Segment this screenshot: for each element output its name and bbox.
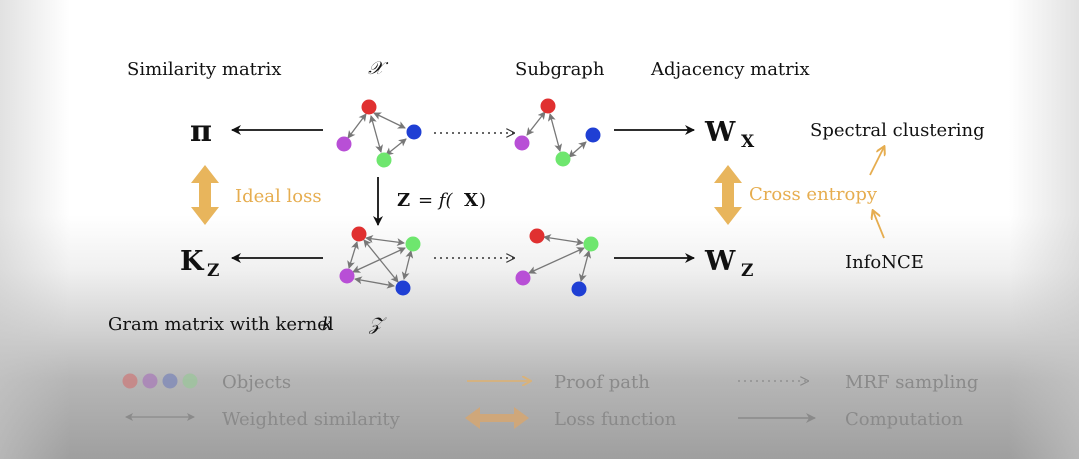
k-z-symbol: K Z — [180, 246, 219, 281]
node-red — [361, 99, 377, 115]
gram-matrix-label: Gram matrix with kernel — [108, 314, 334, 335]
w-x-sub: X — [741, 132, 755, 152]
legend: Objects Weighted similarity Proof path L… — [122, 372, 978, 430]
node-green — [583, 236, 599, 252]
legend-proof-path: Proof path — [554, 372, 650, 393]
subgraph-label: Subgraph — [515, 59, 605, 80]
cross-entropy-double-arrow — [714, 165, 742, 225]
node-green — [376, 152, 392, 168]
z-eq-rest: = f( — [418, 190, 453, 211]
node-purple — [515, 270, 531, 286]
z-space-label: 𝒵 — [368, 314, 387, 335]
adjacency-matrix-label: Adjacency matrix — [650, 59, 810, 80]
right-vignette — [1009, 0, 1079, 459]
node-green — [405, 236, 421, 252]
proof-path-arrow-up — [869, 147, 884, 176]
similarity-matrix-label: Similarity matrix — [127, 59, 281, 80]
x-space-label: 𝒳 — [368, 58, 389, 79]
legend-dot-green — [182, 373, 198, 389]
legend-objects: Objects — [222, 372, 291, 393]
node-purple — [336, 136, 352, 152]
proof-path-arrow-infonce — [873, 211, 885, 239]
z-eq-main: Z — [397, 190, 410, 211]
z-eq-x: X — [464, 190, 478, 211]
left-vignette — [0, 0, 70, 459]
kernel-k-label: k — [322, 314, 333, 335]
k-z-main: K — [180, 246, 205, 277]
node-purple — [514, 135, 530, 151]
node-red — [529, 228, 545, 244]
node-blue — [571, 281, 587, 297]
legend-dot-red — [122, 373, 138, 389]
k-z-sub: Z — [207, 261, 219, 281]
subgraph-z — [515, 228, 599, 297]
w-x-main: W — [704, 117, 736, 148]
legend-dot-blue — [162, 373, 178, 389]
w-x-symbol: W X — [704, 117, 755, 152]
pi-symbol: π — [190, 114, 212, 149]
z-eq-close: ) — [479, 190, 486, 211]
legend-loss-function: Loss function — [554, 409, 677, 430]
node-green — [555, 151, 571, 167]
ideal-loss-label: Ideal loss — [235, 186, 322, 207]
node-blue — [585, 127, 601, 143]
node-blue — [406, 124, 422, 140]
w-z-sub: Z — [741, 261, 753, 281]
subgraph-x — [514, 98, 601, 167]
spectral-clustering-label: Spectral clustering — [810, 120, 985, 141]
infonce-label: InfoNCE — [845, 252, 924, 273]
w-z-symbol: W Z — [704, 246, 753, 281]
ideal-loss-double-arrow — [191, 165, 219, 225]
encoder-equation: Z = f( X ) — [397, 190, 486, 211]
graph-z — [339, 226, 421, 296]
legend-loss-function-arrow — [465, 407, 529, 429]
legend-weighted-similarity: Weighted similarity — [222, 409, 401, 430]
graph-x — [336, 99, 422, 168]
cross-entropy-label: Cross entropy — [749, 184, 878, 205]
node-blue — [395, 280, 411, 296]
node-purple — [339, 268, 355, 284]
w-z-main: W — [704, 246, 736, 277]
legend-computation: Computation — [845, 409, 964, 430]
node-red — [540, 98, 556, 114]
legend-mrf-sampling: MRF sampling — [845, 372, 978, 393]
legend-dot-purple — [142, 373, 158, 389]
node-red — [351, 226, 367, 242]
